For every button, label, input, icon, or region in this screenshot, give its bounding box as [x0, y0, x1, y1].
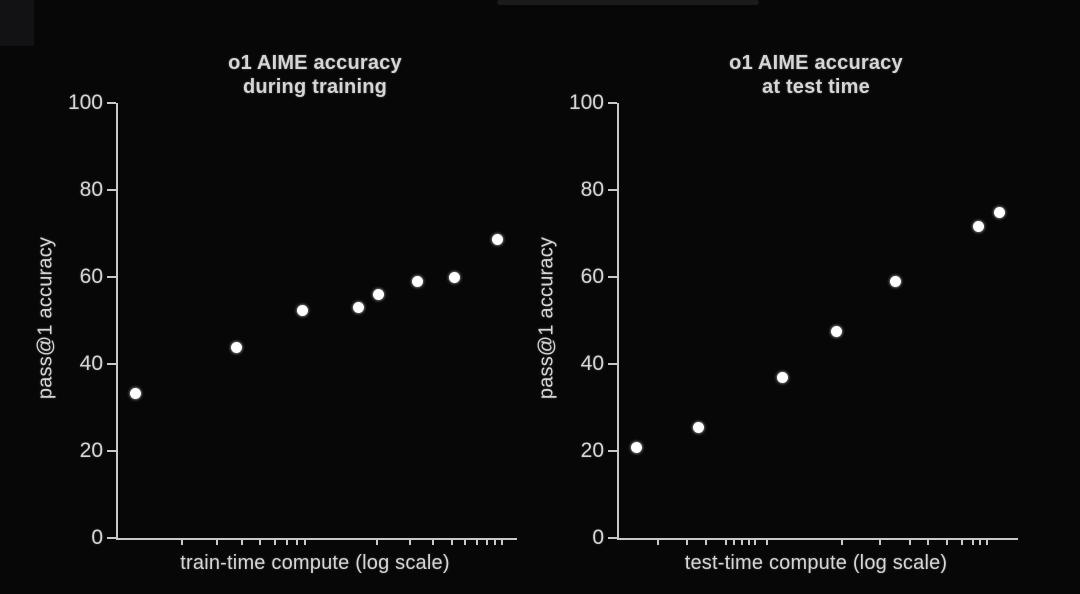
- y-tick-label: 0: [91, 526, 103, 549]
- y-tick-label: 40: [580, 352, 604, 375]
- x-minor-tick: [476, 540, 478, 545]
- y-tick-label: 40: [79, 352, 103, 375]
- y-axis-line: [617, 103, 619, 538]
- x-minor-tick: [972, 540, 974, 545]
- data-point: [411, 276, 423, 288]
- y-tick-label: 20: [580, 439, 604, 462]
- y-tick-label: 100: [67, 91, 103, 114]
- y-tick-label: 100: [568, 91, 604, 114]
- data-point: [889, 276, 901, 288]
- x-minor-tick: [748, 540, 750, 545]
- data-point: [352, 301, 364, 313]
- x-minor-tick: [216, 540, 218, 545]
- x-minor-tick: [241, 540, 243, 545]
- y-tick-label: 60: [580, 265, 604, 288]
- x-minor-tick: [686, 540, 688, 545]
- data-point: [372, 289, 384, 301]
- data-point: [491, 233, 503, 245]
- data-point: [776, 372, 788, 384]
- y-tick-mark: [608, 363, 617, 365]
- x-minor-tick: [486, 540, 488, 545]
- x-axis-line: [617, 538, 1018, 540]
- x-minor-tick: [409, 540, 411, 545]
- y-tick-mark: [608, 189, 617, 191]
- x-minor-tick: [296, 540, 298, 545]
- data-point: [692, 421, 704, 433]
- y-axis-line: [116, 103, 118, 538]
- video-scrubber-artifact: [497, 0, 759, 5]
- x-axis-label: test-time compute (log scale): [684, 552, 948, 574]
- x-minor-tick: [432, 540, 434, 545]
- x-minor-tick: [464, 540, 466, 545]
- data-point: [230, 342, 242, 354]
- data-point: [993, 206, 1005, 218]
- x-minor-tick: [501, 540, 503, 545]
- y-tick-mark: [608, 450, 617, 452]
- y-tick-mark: [107, 276, 116, 278]
- chart-title-line1: o1 AIME accuracy: [729, 52, 903, 74]
- x-minor-tick: [927, 540, 929, 545]
- chart-test-time-compute: o1 AIME accuracy at test time pass@1 acc…: [501, 0, 1080, 594]
- x-minor-tick: [286, 540, 288, 545]
- data-point: [130, 387, 142, 399]
- x-axis-label: train-time compute (log scale): [180, 552, 450, 574]
- y-tick-label: 20: [79, 439, 103, 462]
- data-point: [448, 272, 460, 284]
- y-tick-label: 80: [580, 178, 604, 201]
- x-minor-tick: [754, 540, 756, 545]
- data-point: [296, 304, 308, 316]
- x-minor-tick: [909, 540, 911, 545]
- chart-title-line1: o1 AIME accuracy: [228, 52, 402, 74]
- x-minor-tick: [274, 540, 276, 545]
- x-minor-tick: [725, 540, 727, 545]
- x-minor-tick: [841, 540, 843, 545]
- data-point: [830, 326, 842, 338]
- x-minor-tick: [494, 540, 496, 545]
- x-minor-tick: [733, 540, 735, 545]
- y-tick-mark: [107, 537, 116, 539]
- x-minor-tick: [376, 540, 378, 545]
- chart-title: o1 AIME accuracy during training: [115, 51, 515, 99]
- video-artifact-topleft: [0, 0, 34, 46]
- x-minor-tick: [946, 540, 948, 545]
- y-tick-mark: [107, 450, 116, 452]
- y-tick-mark: [608, 537, 617, 539]
- y-tick-label: 60: [79, 265, 103, 288]
- y-tick-mark: [608, 102, 617, 104]
- chart-title: o1 AIME accuracy at test time: [616, 51, 1016, 99]
- x-minor-tick: [979, 540, 981, 545]
- x-minor-tick: [259, 540, 261, 545]
- x-minor-tick: [705, 540, 707, 545]
- x-minor-tick: [304, 540, 306, 545]
- chart-train-time-compute: o1 AIME accuracy during training pass@1 …: [35, 51, 517, 574]
- x-minor-tick: [451, 540, 453, 545]
- x-minor-tick: [986, 540, 988, 545]
- y-tick-label: 80: [79, 178, 103, 201]
- x-minor-tick: [961, 540, 963, 545]
- data-point: [630, 442, 642, 454]
- chart-title-line2: during training: [242, 76, 388, 98]
- x-minor-tick: [657, 540, 659, 545]
- x-minor-tick: [181, 540, 183, 545]
- y-tick-label: 0: [592, 526, 604, 549]
- data-point: [972, 221, 984, 233]
- y-tick-mark: [107, 363, 116, 365]
- x-minor-tick: [741, 540, 743, 545]
- y-tick-mark: [608, 276, 617, 278]
- y-tick-mark: [107, 102, 116, 104]
- x-minor-tick: [766, 540, 768, 545]
- x-minor-tick: [879, 540, 881, 545]
- y-tick-mark: [107, 189, 116, 191]
- chart-title-line2: at test time: [762, 76, 870, 98]
- x-axis-line: [116, 538, 517, 540]
